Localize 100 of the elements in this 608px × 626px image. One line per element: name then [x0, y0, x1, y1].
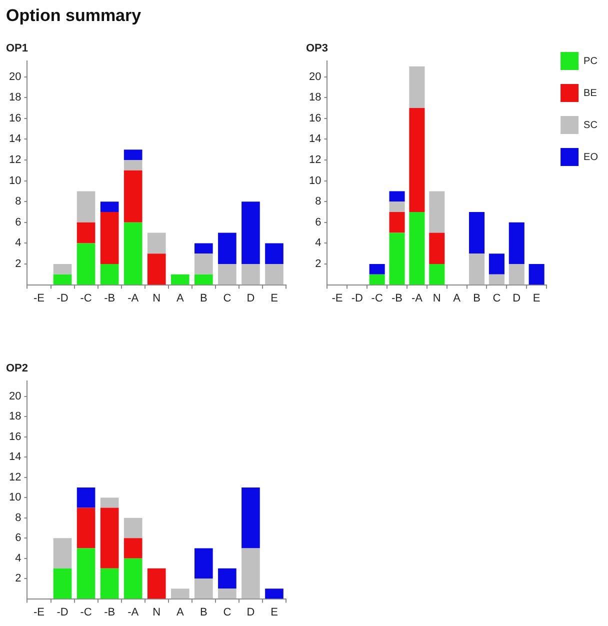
bar: [369, 264, 385, 274]
chart-title: OP3: [306, 42, 328, 55]
bar: [218, 264, 236, 285]
bar: [265, 588, 284, 599]
bar: [124, 558, 142, 599]
y-tick-label: 14: [8, 451, 22, 464]
legend-label: EO: [584, 152, 598, 163]
bar: [528, 264, 544, 285]
y-tick-label: 12: [8, 154, 22, 166]
bar: [124, 222, 142, 285]
bar: [508, 264, 524, 285]
bar: [265, 243, 284, 264]
x-tick-label: B: [200, 606, 208, 618]
x-tick-label: A: [453, 292, 462, 304]
x-tick-label: A: [176, 292, 184, 304]
y-tick-label: 20: [8, 70, 22, 83]
x-tick-label: -E: [33, 606, 44, 618]
y-tick-label: 2: [15, 258, 22, 270]
bar: [508, 222, 524, 264]
bar: [488, 254, 504, 274]
x-tick-label: -D: [56, 292, 68, 304]
x-tick-label: -C: [80, 292, 92, 304]
y-tick-label: 8: [15, 196, 22, 208]
y-tick-label: 6: [15, 532, 22, 544]
bar: [265, 264, 284, 285]
bar: [147, 232, 166, 254]
bar: [124, 538, 142, 558]
x-tick-label: -C: [80, 606, 92, 618]
bar: [124, 518, 142, 538]
x-tick-label: -A: [128, 606, 140, 618]
y-tick-label: 6: [15, 216, 22, 228]
y-tick-label: 10: [8, 492, 22, 504]
bar: [124, 170, 142, 222]
x-tick-label: C: [223, 606, 232, 618]
legend-label: SC: [584, 120, 598, 131]
y-tick-label: 12: [8, 471, 22, 484]
y-tick-label: 8: [15, 512, 22, 524]
x-tick-label: -E: [33, 292, 44, 304]
bar: [53, 264, 72, 274]
y-tick-label: 16: [8, 430, 22, 443]
y-tick-label: 14: [308, 133, 322, 146]
bar: [389, 191, 405, 202]
y-tick-label: 18: [8, 92, 22, 104]
x-tick-label: E: [270, 292, 278, 304]
bar: [170, 588, 190, 599]
bar: [76, 548, 96, 599]
bar: [100, 202, 119, 212]
bar: [488, 274, 504, 285]
bar: [242, 487, 260, 548]
bar: [218, 232, 236, 264]
bar: [409, 212, 425, 285]
bar: [242, 264, 260, 285]
x-tick-label: -D: [56, 606, 68, 618]
bar: [429, 191, 445, 233]
bar: [469, 212, 485, 254]
y-tick-label: 12: [308, 154, 322, 166]
bar: [100, 212, 119, 264]
chart-title: OP1: [6, 42, 28, 55]
bar: [389, 232, 405, 285]
x-tick-label: -B: [104, 606, 116, 618]
bar: [429, 232, 445, 264]
x-tick-label: D: [246, 292, 255, 304]
bar: [76, 222, 96, 244]
bar: [369, 274, 385, 285]
bar: [53, 538, 72, 568]
chart-title: OP2: [6, 362, 28, 375]
x-tick-label: E: [532, 292, 540, 304]
legend-label: PC: [584, 56, 598, 67]
y-tick-label: 10: [308, 174, 322, 187]
x-tick-label: B: [473, 292, 480, 304]
x-tick-label: -A: [411, 292, 424, 304]
x-tick-label: -B: [392, 292, 403, 304]
bar: [469, 254, 485, 285]
bar: [242, 548, 260, 599]
x-tick-label: N: [152, 606, 161, 618]
bar: [147, 254, 166, 285]
bar: [389, 202, 405, 212]
x-tick-label: A: [176, 606, 184, 618]
text: Option summary: [6, 6, 142, 26]
bar: [76, 243, 96, 285]
x-tick-label: -E: [332, 292, 343, 304]
bar: [53, 274, 72, 285]
y-tick-label: 18: [8, 410, 22, 423]
y-tick-label: 14: [8, 133, 22, 146]
y-tick-label: 6: [315, 216, 322, 228]
y-tick-label: 16: [308, 112, 322, 124]
bar: [100, 498, 119, 508]
legend-label: BE: [584, 88, 598, 99]
x-tick-label: N: [152, 292, 161, 304]
x-tick-label: N: [432, 292, 441, 304]
y-tick-label: 4: [15, 552, 22, 564]
y-tick-label: 18: [308, 92, 322, 104]
x-tick-label: E: [270, 606, 278, 618]
y-tick-label: 20: [308, 70, 322, 83]
y-tick-label: 4: [315, 237, 322, 250]
y-tick-label: 2: [15, 572, 22, 585]
x-tick-label: D: [246, 606, 255, 618]
bar: [170, 274, 190, 285]
y-tick-label: 2: [315, 258, 322, 270]
bar: [194, 274, 213, 285]
